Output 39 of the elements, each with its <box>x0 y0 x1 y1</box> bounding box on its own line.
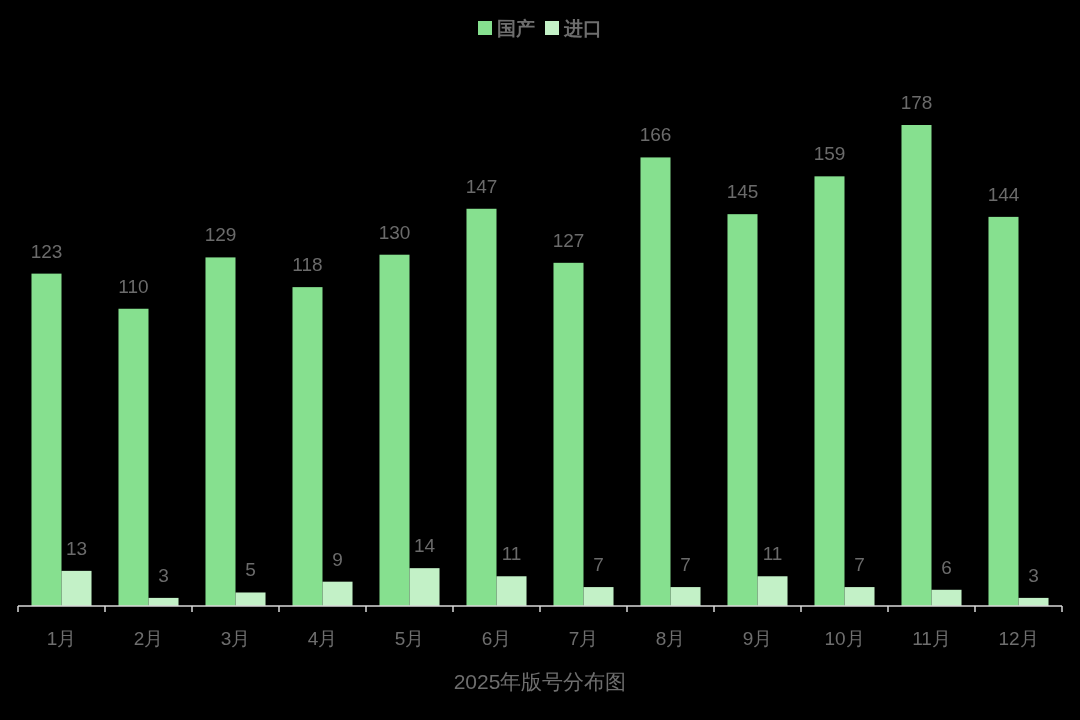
data-label: 13 <box>65 537 88 559</box>
data-label: 3 <box>158 564 169 586</box>
x-tick-label: 7月 <box>568 628 599 649</box>
x-tick-label: 9月 <box>742 628 773 649</box>
x-tick-label: 6月 <box>481 628 512 649</box>
x-tick-label: 12月 <box>998 628 1039 649</box>
data-label: 127 <box>552 229 585 251</box>
data-label: 5 <box>245 559 256 581</box>
data-label: 9 <box>332 548 343 570</box>
legend-label: 进口 <box>563 18 602 39</box>
data-label: 7 <box>854 554 865 576</box>
data-label: 159 <box>813 143 846 165</box>
x-tick-label: 5月 <box>394 628 425 649</box>
legend-label: 国产 <box>497 18 535 39</box>
data-label: 147 <box>465 175 498 197</box>
data-label: 129 <box>204 224 237 246</box>
data-label: 144 <box>987 183 1020 205</box>
x-tick-label: 4月 <box>307 628 338 649</box>
data-label: 11 <box>762 543 783 565</box>
data-label: 6 <box>941 556 952 578</box>
data-label: 7 <box>680 554 691 576</box>
data-label: 145 <box>726 181 759 203</box>
data-label: 110 <box>118 275 149 297</box>
data-label: 130 <box>378 221 411 243</box>
data-label: 7 <box>593 554 604 576</box>
data-label: 178 <box>900 92 933 113</box>
data-label: 118 <box>292 254 323 276</box>
x-tick-label: 2月 <box>133 628 164 649</box>
data-label: 166 <box>639 124 672 146</box>
x-tick-label: 3月 <box>220 628 251 649</box>
data-label: 123 <box>30 240 63 262</box>
x-tick-label: 8月 <box>655 628 686 649</box>
data-label: 3 <box>1028 564 1039 586</box>
data-label: 11 <box>501 543 522 565</box>
x-tick-label: 10月 <box>824 628 865 649</box>
title: 2025年版号分布图 <box>453 670 627 693</box>
x-tick-label: 11月 <box>912 628 951 649</box>
data-label: 14 <box>413 535 436 557</box>
x-tick-label: 1月 <box>46 628 77 649</box>
